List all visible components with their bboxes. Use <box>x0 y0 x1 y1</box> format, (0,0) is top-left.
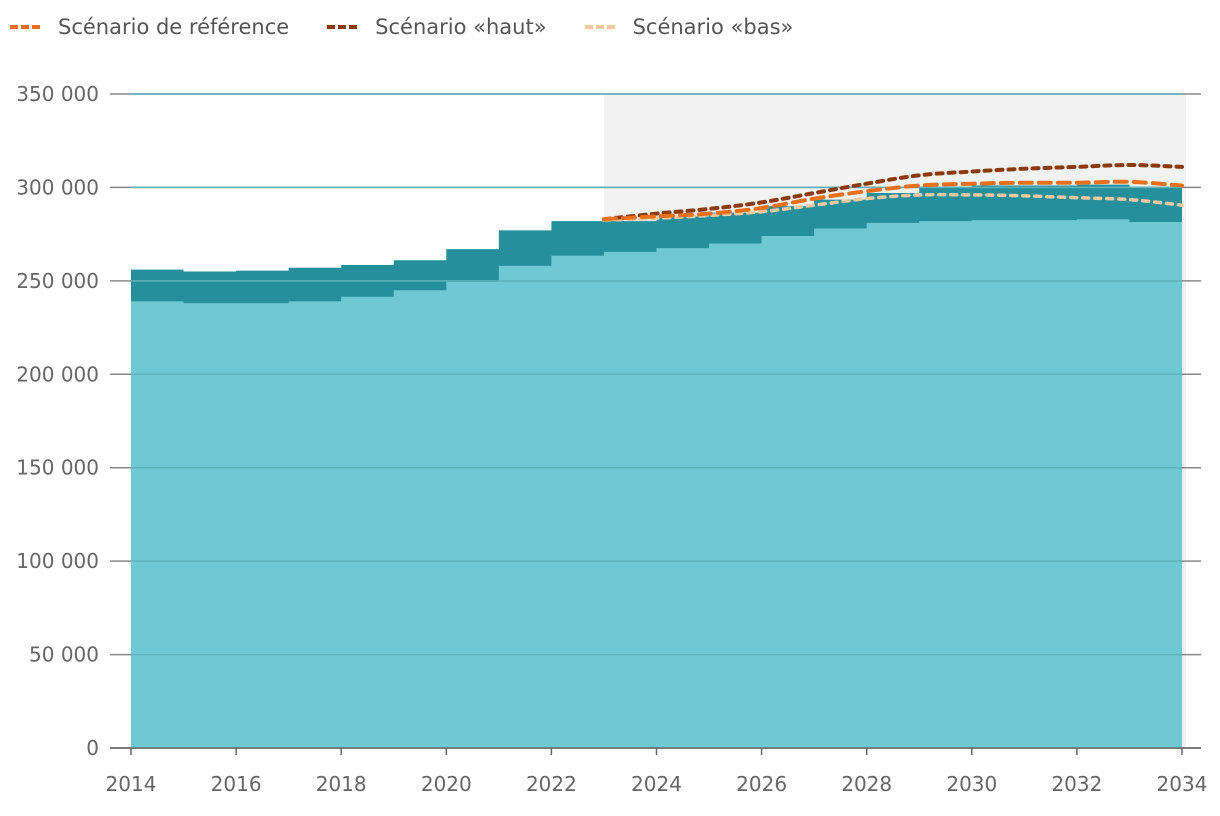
legend-item-low[interactable]: Scénario «bas» <box>584 15 794 39</box>
legend-swatch-reference <box>10 25 40 29</box>
y-tick-label-4: 200 000 <box>16 362 99 386</box>
x-tick-label-10: 2034 <box>1157 772 1208 796</box>
axis-layer: 2014 2016 2018 2020 2022 2024 2026 2028 2030 2032… <box>16 82 1207 796</box>
x-tick-label-9: 2032 <box>1051 772 1102 796</box>
y-tick-label-7: 350 000 <box>16 82 99 106</box>
scenario-line-reference <box>601 179 1184 222</box>
x-tick-label-3: 2020 <box>421 772 472 796</box>
y-tick-label-3: 150 000 <box>16 456 99 480</box>
x-tick-label-0: 2014 <box>106 772 157 796</box>
legend-label-reference: Scénario de référence <box>58 15 290 39</box>
legend-label-high: Scénario «haut» <box>375 15 547 39</box>
scenario-line-high <box>601 163 1184 222</box>
base-area <box>131 219 1182 749</box>
scenario-line-layer <box>601 163 1184 222</box>
area-layer <box>131 184 1182 749</box>
x-tick-label-7: 2028 <box>841 772 892 796</box>
legend: Scénario de référence Scénario «haut» Sc… <box>10 10 831 44</box>
y-tick-label-5: 250 000 <box>16 269 99 293</box>
legend-item-reference[interactable]: Scénario de référence <box>10 15 289 39</box>
x-tick-label-5: 2024 <box>631 772 682 796</box>
x-tick-label-6: 2026 <box>736 772 787 796</box>
x-tick-label-8: 2030 <box>946 772 997 796</box>
y-tick-label-0: 0 <box>86 736 99 760</box>
y-tick-label-1: 50 000 <box>29 643 99 667</box>
y-tick-label-2: 100 000 <box>16 549 99 573</box>
legend-swatch-low <box>584 25 615 29</box>
gridline-overlay-layer <box>131 93 1182 656</box>
x-tick-label-1: 2016 <box>211 772 262 796</box>
x-tick-label-4: 2022 <box>526 772 577 796</box>
legend-item-high[interactable]: Scénario «haut» <box>327 15 547 39</box>
legend-label-low: Scénario «bas» <box>632 15 794 39</box>
legend-swatch-high <box>327 25 358 29</box>
x-tick-label-2: 2018 <box>316 772 367 796</box>
y-tick-label-6: 300 000 <box>16 175 99 199</box>
